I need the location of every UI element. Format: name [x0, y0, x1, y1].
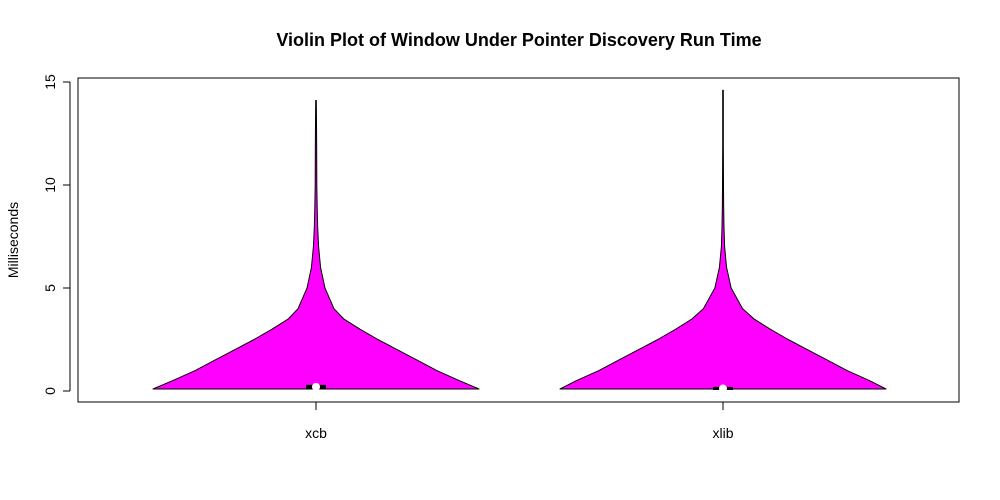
violin-median-xlib	[719, 384, 727, 393]
violin-body-xlib	[559, 89, 887, 390]
violins	[152, 89, 887, 393]
y-axis: 0 5 10 15	[42, 74, 71, 395]
x-axis: xcb xlib	[305, 401, 734, 441]
y-tick-label: 10	[42, 177, 58, 193]
chart-title: Violin Plot of Window Under Pointer Disc…	[276, 30, 761, 50]
y-tick-label: 15	[42, 74, 58, 90]
plot-frame	[77, 77, 960, 403]
violin-median-xcb	[312, 382, 320, 391]
y-tick-label: 5	[42, 284, 58, 292]
y-axis-label: Milliseconds	[5, 202, 21, 278]
y-tick-label: 0	[42, 387, 58, 395]
x-tick-label: xcb	[305, 425, 327, 441]
x-tick-label: xlib	[712, 425, 733, 441]
violin-body-xcb	[152, 100, 480, 390]
